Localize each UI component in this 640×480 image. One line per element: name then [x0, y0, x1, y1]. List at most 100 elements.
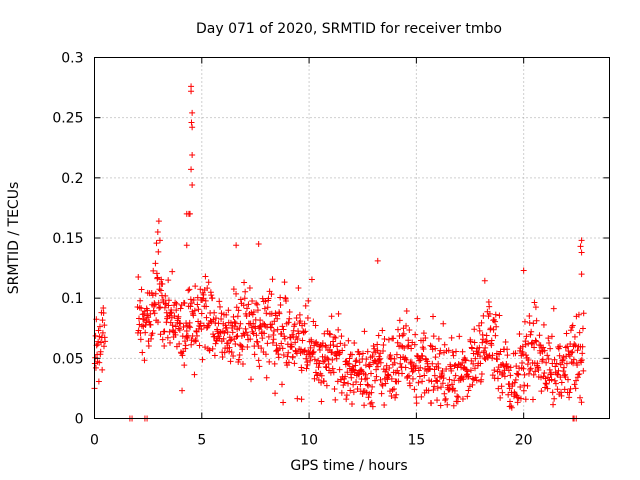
data-point	[99, 329, 106, 336]
data-point	[226, 344, 233, 351]
data-point	[244, 343, 251, 350]
data-point	[491, 367, 498, 374]
data-point	[161, 342, 168, 349]
data-point	[185, 323, 192, 330]
data-point	[294, 395, 301, 402]
data-point	[528, 328, 535, 335]
data-point	[273, 342, 280, 349]
data-point	[280, 326, 287, 333]
data-point	[286, 309, 293, 316]
data-point	[223, 311, 230, 318]
data-point	[478, 370, 485, 377]
data-point	[492, 311, 499, 318]
data-point	[569, 324, 576, 331]
data-point	[189, 151, 196, 158]
data-point	[567, 385, 574, 392]
data-point	[176, 320, 183, 327]
data-point	[561, 386, 568, 393]
data-point	[176, 326, 183, 333]
data-point	[550, 305, 557, 312]
data-point	[517, 383, 524, 390]
data-point	[176, 340, 183, 347]
data-point	[498, 383, 505, 390]
data-point	[188, 119, 195, 126]
data-point	[296, 311, 303, 318]
data-point	[482, 337, 489, 344]
data-point	[99, 317, 106, 324]
data-point	[161, 328, 168, 335]
data-point	[279, 345, 286, 352]
data-point	[427, 342, 434, 349]
data-point	[428, 343, 435, 350]
data-point	[333, 355, 340, 362]
data-point	[409, 375, 416, 382]
data-point	[335, 310, 342, 317]
data-point	[183, 328, 190, 335]
data-point	[405, 372, 412, 379]
data-point	[438, 384, 445, 391]
data-point	[204, 323, 211, 330]
data-point	[354, 386, 361, 393]
data-point	[434, 378, 441, 385]
y-tick-label: 0.05	[52, 351, 83, 367]
data-point	[476, 344, 483, 351]
data-point	[532, 304, 539, 311]
data-point	[568, 349, 575, 356]
data-point	[430, 333, 437, 340]
data-point	[165, 297, 172, 304]
data-point	[394, 339, 401, 346]
data-point	[190, 312, 197, 319]
data-point	[369, 403, 376, 410]
data-point	[266, 358, 273, 365]
data-point	[404, 343, 411, 350]
data-point	[426, 377, 433, 384]
data-point	[304, 314, 311, 321]
data-point	[538, 388, 545, 395]
data-point	[551, 377, 558, 384]
data-point	[451, 387, 458, 394]
data-point	[211, 352, 218, 359]
data-point	[259, 335, 266, 342]
data-point	[371, 357, 378, 364]
data-point	[326, 330, 333, 337]
data-point	[345, 380, 352, 387]
data-point	[527, 331, 534, 338]
data-point	[157, 304, 164, 311]
data-point	[527, 366, 534, 373]
data-point	[312, 340, 319, 347]
data-point	[268, 324, 275, 331]
data-point	[263, 374, 270, 381]
data-point	[578, 357, 585, 364]
data-point	[481, 277, 488, 284]
y-tick-label: 0	[75, 412, 84, 428]
x-tick-label: 15	[407, 433, 425, 449]
data-point	[95, 327, 102, 334]
data-point	[575, 371, 582, 378]
data-point	[530, 371, 537, 378]
data-point	[493, 323, 500, 330]
data-point	[232, 341, 239, 348]
data-point	[194, 294, 201, 301]
data-point	[386, 388, 393, 395]
data-point	[261, 305, 268, 312]
data-point	[469, 375, 476, 382]
data-point	[353, 378, 360, 385]
data-point	[373, 360, 380, 367]
data-point	[396, 317, 403, 324]
data-point	[375, 332, 382, 339]
data-point	[478, 319, 485, 326]
data-point	[162, 292, 169, 299]
data-point	[505, 391, 512, 398]
data-point	[500, 370, 507, 377]
data-point	[230, 286, 237, 293]
data-point	[429, 346, 436, 353]
data-point	[192, 283, 199, 290]
data-point	[187, 303, 194, 310]
data-point	[287, 334, 294, 341]
data-point	[541, 370, 548, 377]
data-point	[264, 340, 271, 347]
data-point	[220, 335, 227, 342]
data-point	[363, 375, 370, 382]
data-point	[538, 374, 545, 381]
data-point	[228, 349, 235, 356]
